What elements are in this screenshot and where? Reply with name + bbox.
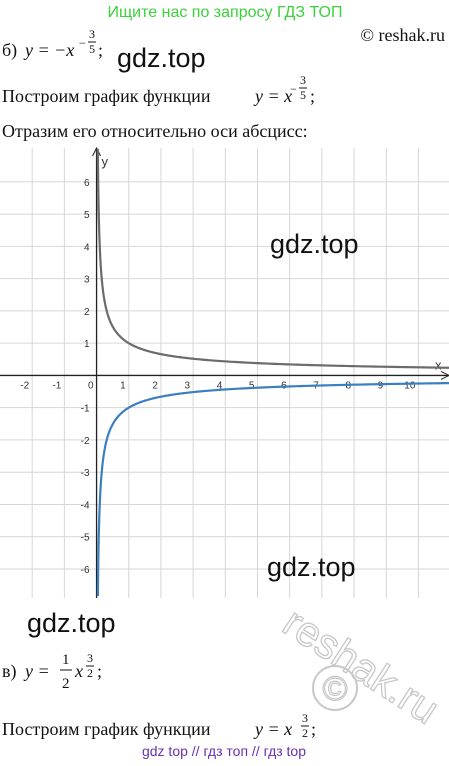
x-tick-label: 9 xyxy=(378,380,384,391)
var: x xyxy=(74,661,83,681)
exp-sign: − xyxy=(79,36,86,50)
y-tick-label: -2 xyxy=(81,436,90,447)
y-tick-label: 3 xyxy=(84,275,90,286)
y-axis-label: y xyxy=(102,154,109,169)
formula: y = x xyxy=(253,719,292,739)
end: ; xyxy=(97,661,102,681)
y-tick-label: 5 xyxy=(84,210,90,221)
formula: y = −x xyxy=(23,40,74,60)
coef-num: 1 xyxy=(62,652,70,668)
watermark: gdz.top xyxy=(267,552,356,582)
exp-num: 3 xyxy=(300,73,306,87)
y-tick-label: -6 xyxy=(81,565,90,576)
end: ; xyxy=(310,86,315,106)
exp-den: 2 xyxy=(87,666,93,680)
x-tick-label: 10 xyxy=(404,380,416,391)
exp-den: 5 xyxy=(89,42,95,56)
x-axis-label: x xyxy=(435,357,442,372)
x-tick-label: 5 xyxy=(249,380,255,391)
exp-sign: − xyxy=(290,82,297,96)
exp-num: 3 xyxy=(89,27,95,41)
footer-links[interactable]: gdz top // гдз топ // гдз top xyxy=(142,743,306,759)
y-tick-label: -3 xyxy=(81,468,90,479)
exp-num: 3 xyxy=(302,711,308,725)
x-tick-label: 0 xyxy=(88,380,94,391)
label: б) xyxy=(2,40,17,61)
y-tick-label: -1 xyxy=(81,404,90,415)
end: ; xyxy=(311,719,316,739)
watermark: reshak.ru xyxy=(275,598,447,733)
x-tick-label: 4 xyxy=(217,380,223,391)
formula: y = x xyxy=(253,86,292,106)
x-tick-label: -1 xyxy=(52,380,61,391)
x-tick-label: 1 xyxy=(120,380,126,391)
text: Построим график функции xyxy=(2,86,211,106)
x-tick-label: 2 xyxy=(152,380,158,391)
watermark-circle xyxy=(312,665,358,711)
x-arrow xyxy=(440,370,449,380)
end: ; xyxy=(98,40,103,60)
text: Построим график функции xyxy=(2,719,211,739)
copyright: © reshak.ru xyxy=(360,25,445,45)
y-arrow xyxy=(92,146,102,157)
x-tick-label: 3 xyxy=(185,380,191,391)
exp-den: 2 xyxy=(302,726,308,740)
y-tick-label: 6 xyxy=(84,178,90,189)
banner: Ищите нас по запросу ГДЗ ТОП xyxy=(108,4,343,21)
watermark: gdz.top xyxy=(117,43,206,73)
curve xyxy=(96,381,449,597)
curve xyxy=(96,148,449,369)
exp-num: 3 xyxy=(87,651,93,665)
exp-den: 5 xyxy=(300,88,306,102)
watermark: gdz.top xyxy=(27,608,116,638)
x-tick-label: 8 xyxy=(345,380,351,391)
x-tick-label: -2 xyxy=(20,380,29,391)
text: Отразим его относительно оси абсцисс: xyxy=(2,121,308,141)
label: в) xyxy=(2,661,17,682)
y-tick-label: 2 xyxy=(84,307,90,318)
formula: y = xyxy=(23,661,50,681)
y-tick-label: -4 xyxy=(81,500,90,511)
watermark: © xyxy=(322,670,347,708)
y-tick-label: 1 xyxy=(84,339,90,350)
watermark: gdz.top xyxy=(270,229,359,259)
y-tick-label: 4 xyxy=(84,242,90,253)
coef-den: 2 xyxy=(62,676,70,692)
y-tick-label: -5 xyxy=(81,533,90,544)
